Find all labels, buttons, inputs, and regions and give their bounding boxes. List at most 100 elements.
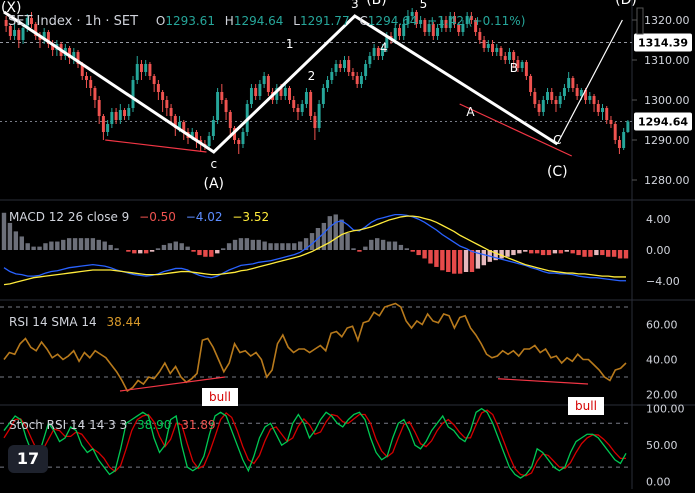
macd-histogram-bar bbox=[623, 250, 629, 259]
candle-body bbox=[275, 88, 279, 100]
candle-body bbox=[469, 16, 473, 20]
macd-histogram-bar bbox=[475, 250, 481, 269]
macd-histogram-bar bbox=[588, 250, 593, 257]
candle-body bbox=[427, 24, 431, 32]
macd-histogram-bar bbox=[78, 238, 84, 250]
macd-legend[interactable]: MACD 12 26 close 9 −0.50 −4.02 −3.52 bbox=[9, 210, 275, 224]
macd-histogram-bar bbox=[84, 238, 90, 250]
macd-histogram-bar bbox=[155, 248, 161, 250]
rsi-divergence-line bbox=[497, 378, 589, 385]
candle-body bbox=[34, 24, 38, 36]
rsi-tick-label: 20.00 bbox=[646, 389, 678, 402]
macd-histogram-bar bbox=[250, 239, 255, 250]
macd-histogram-bar bbox=[594, 250, 599, 256]
candle-body bbox=[546, 92, 550, 100]
candle-body bbox=[359, 76, 363, 84]
tradingview-logo[interactable]: 17 bbox=[8, 445, 48, 473]
candle-body bbox=[249, 88, 253, 104]
price-tick-label: 1280.00 bbox=[644, 174, 690, 187]
macd-histogram-bar bbox=[552, 250, 558, 254]
macd-histogram-bar bbox=[191, 250, 196, 252]
macd-histogram-bar bbox=[345, 233, 350, 250]
candle-body bbox=[321, 88, 325, 104]
candle-body bbox=[300, 104, 304, 112]
candle-body bbox=[533, 92, 537, 104]
candle-body bbox=[309, 92, 313, 116]
macd-histogram-bar bbox=[469, 250, 475, 272]
stoch-d-line bbox=[3, 409, 627, 477]
macd-histogram-bar bbox=[546, 250, 552, 256]
macd-histogram-bar bbox=[13, 231, 19, 250]
candle-body bbox=[258, 84, 262, 96]
candle-body bbox=[613, 124, 617, 140]
candle-body bbox=[444, 20, 448, 28]
macd-histogram-bar bbox=[102, 241, 107, 250]
candle-body bbox=[465, 16, 469, 24]
macd-histogram-bar bbox=[232, 239, 238, 250]
stoch-tick-label: 100.00 bbox=[646, 403, 685, 416]
open-label: O bbox=[155, 14, 166, 28]
wave-label: C bbox=[553, 133, 561, 147]
open-value: 1293.61 bbox=[165, 14, 215, 28]
macd-histogram-bar bbox=[297, 241, 303, 250]
stoch-legend[interactable]: Stoch RSI 14 14 3 3 38.90 31.89 bbox=[9, 418, 222, 432]
macd-histogram-bar bbox=[126, 250, 131, 252]
candle-body bbox=[491, 44, 495, 52]
candle-body bbox=[410, 12, 414, 16]
candle-body bbox=[42, 32, 46, 40]
macd-histogram-bar bbox=[72, 238, 78, 250]
price-tag-last: 1294.64 bbox=[638, 115, 688, 128]
rsi-legend[interactable]: RSI 14 SMA 14 38.44 bbox=[9, 315, 147, 329]
macd-histogram-bar bbox=[25, 243, 30, 250]
wave-label: 1 bbox=[286, 37, 294, 51]
candle-body bbox=[30, 18, 33, 24]
candle-body bbox=[567, 78, 571, 88]
candle-body bbox=[279, 88, 283, 96]
candle-body bbox=[537, 104, 541, 112]
candle-body bbox=[84, 76, 88, 80]
candle-body bbox=[228, 112, 232, 128]
macd-histogram-bar bbox=[380, 239, 386, 250]
macd-histogram-bar bbox=[386, 241, 392, 250]
macd-signal-value: −3.52 bbox=[232, 210, 270, 224]
candle-body bbox=[419, 20, 423, 24]
price-tag-level: 1314.39 bbox=[638, 36, 688, 49]
candle-body bbox=[554, 100, 558, 104]
candle-body bbox=[178, 122, 182, 128]
macd-line bbox=[3, 213, 626, 282]
stoch-k-value: 38.90 bbox=[137, 418, 172, 432]
candle-body bbox=[338, 64, 342, 68]
candle-body bbox=[46, 32, 50, 44]
price-header: SET Index · 1h · SET O1293.61 H1294.64 L… bbox=[8, 14, 537, 29]
macd-histogram-bar bbox=[215, 250, 220, 254]
symbol-title[interactable]: SET Index · 1h · SET bbox=[8, 14, 139, 29]
macd-histogram-bar bbox=[505, 250, 510, 257]
change-value: +1.42 (+0.11%) bbox=[427, 14, 526, 28]
macd-histogram-bar bbox=[392, 241, 398, 250]
macd-tick-label: −4.00 bbox=[646, 275, 680, 288]
macd-histogram-bar bbox=[244, 238, 250, 250]
candle-body bbox=[512, 52, 516, 60]
candle-body bbox=[51, 44, 55, 50]
candle-body bbox=[372, 48, 376, 56]
candle-body bbox=[165, 100, 169, 108]
macd-histogram-bar bbox=[463, 250, 469, 272]
candle-body bbox=[575, 88, 579, 96]
macd-histogram-bar bbox=[440, 250, 445, 271]
candle-body bbox=[440, 20, 444, 28]
price-divergence-line bbox=[105, 139, 207, 153]
macd-histogram-bar bbox=[534, 250, 540, 254]
rsi-tick-label: 40.00 bbox=[646, 354, 678, 367]
macd-histogram-bar bbox=[185, 246, 190, 250]
macd-histogram-bar bbox=[499, 250, 504, 259]
candle-body bbox=[381, 48, 385, 56]
macd-histogram-bar bbox=[108, 244, 113, 250]
candle-body bbox=[355, 76, 359, 84]
candle-body bbox=[237, 140, 241, 144]
candle-body bbox=[520, 62, 524, 68]
candle-body bbox=[317, 104, 321, 128]
macd-histogram-bar bbox=[404, 248, 410, 250]
macd-histogram-bar bbox=[523, 250, 528, 252]
